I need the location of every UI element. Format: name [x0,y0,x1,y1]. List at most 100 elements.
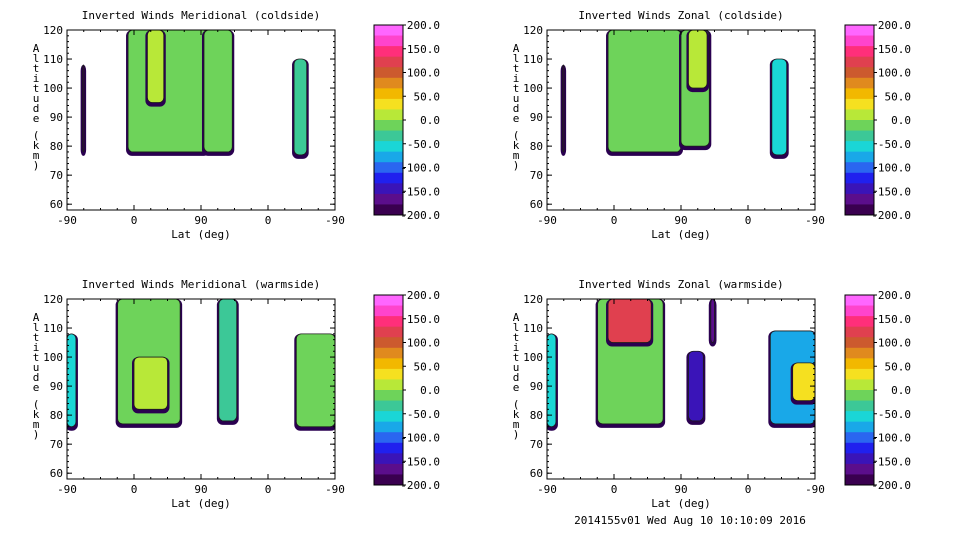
data-layer [560,30,789,159]
colorbar-swatch [374,326,403,338]
colorbar-tick-label: -200.0 [871,479,911,492]
x-tick-label: 90 [674,483,687,496]
x-tick-label: 0 [611,214,618,227]
data-block [82,64,85,153]
y-tick-label: 100 [523,351,543,364]
x-tick-label: 0 [265,483,272,496]
colorbar-swatch [845,442,874,454]
colorbar-swatch [374,162,403,174]
y-tick-label: 90 [530,111,543,124]
colorbar-swatch [374,390,403,402]
y-tick-label: 60 [530,198,543,211]
y-tick-label: 100 [43,82,63,95]
colorbar-tick-label: 150.0 [407,43,440,56]
chart-panel-0: Inverted Winds Meridional (coldside) 120 1… [33,9,440,241]
colorbar-tick-label: 150.0 [878,313,911,326]
x-tick-label: -90 [57,214,77,227]
colorbar-tick-label: 200.0 [878,19,911,32]
colorbar-swatch [845,77,874,89]
y-tick-label: 80 [530,409,543,422]
colorbar-tick-label: 50.0 [414,360,441,373]
colorbar-swatch [374,88,403,100]
colorbar-tick-label: 50.0 [885,90,912,103]
x-tick-label: 0 [745,483,752,496]
x-tick-label: 90 [674,214,687,227]
colorbar-swatch [374,400,403,412]
colorbar-swatch [845,35,874,47]
x-tick-label: -90 [537,483,557,496]
colorbar-swatch [374,305,403,317]
colorbar-swatch [845,379,874,391]
colorbar-tick-label: -100.0 [400,432,440,445]
x-tick-label: 90 [194,483,207,496]
x-axis-label: Lat (deg) [171,228,231,241]
x-tick-label: 0 [611,483,618,496]
colorbar-swatch [845,421,874,433]
colorbar-tick-label: 50.0 [414,90,441,103]
y-tick-label: 70 [50,169,63,182]
colorbar-swatch [845,151,874,163]
colorbar-swatch [845,432,874,444]
colorbar-swatch [845,88,874,100]
colorbar-tick-label: 50.0 [885,360,912,373]
x-tick-label: -90 [805,483,825,496]
colorbar-swatch [374,46,403,58]
y-tick-label: 60 [530,467,543,480]
colorbar-tick-label: -200.0 [871,209,911,222]
colorbar-tick-label: 150.0 [878,43,911,56]
data-block [218,299,238,422]
data-block [133,356,168,410]
x-tick-label: 0 [131,214,138,227]
colorbar-swatch [845,463,874,475]
data-block [710,299,715,343]
y-tick-label: 120 [523,293,543,306]
colorbar-tick-label: -100.0 [871,162,911,175]
colorbar-swatch [845,400,874,412]
data-layer [67,299,335,431]
colorbar-swatch [374,347,403,359]
chart-panel-2: Inverted Winds Meridional (warmside) 120 1… [33,278,440,510]
y-tick-label: 70 [530,438,543,451]
y-tick-label: 100 [43,351,63,364]
colorbar-swatch [845,130,874,142]
colorbar-tick-label: -200.0 [400,209,440,222]
y-tick-label: 110 [43,322,63,335]
data-layer [80,30,309,159]
x-tick-label: -90 [805,214,825,227]
y-tick-label: 90 [530,380,543,393]
colorbar-swatch [374,463,403,475]
colorbar-tick-label: -150.0 [400,455,440,468]
colorbar-tick-label: -150.0 [400,185,440,198]
x-axis-label: Lat (deg) [651,497,711,510]
colorbar-swatch [374,337,403,349]
x-tick-label: 90 [194,214,207,227]
colorbar-tick-label: -50.0 [878,138,911,151]
y-tick-label: 110 [523,53,543,66]
colorbar-swatch [374,67,403,79]
colorbar-swatch [845,453,874,465]
colorbar-tick-label: -200.0 [400,479,440,492]
colorbar-swatch [845,46,874,58]
colorbar-swatch [845,295,874,307]
colorbar-tick-label: 0.0 [420,384,440,397]
colorbar-swatch [845,305,874,317]
colorbar-swatch [374,77,403,89]
data-block [607,299,652,343]
colorbar-tick-label: 200.0 [407,19,440,32]
colorbar-swatch [845,390,874,402]
y-tick-label: 80 [530,140,543,153]
y-tick-label: 60 [50,467,63,480]
colorbar-tick-label: 200.0 [407,289,440,302]
colorbar-swatch [374,98,403,110]
colorbar-swatch [374,109,403,121]
colorbar-tick-label: 100.0 [878,67,911,80]
colorbar-swatch [374,432,403,444]
data-block [127,30,209,153]
y-tick-label: 60 [50,198,63,211]
colorbar-swatch [374,172,403,184]
x-tick-label: 0 [265,214,272,227]
chart-title: Inverted Winds Zonal (warmside) [578,278,783,291]
footer-label: 2014155v01 Wed Aug 10 10:10:09 2016 [574,514,806,527]
colorbar-swatch [374,442,403,454]
